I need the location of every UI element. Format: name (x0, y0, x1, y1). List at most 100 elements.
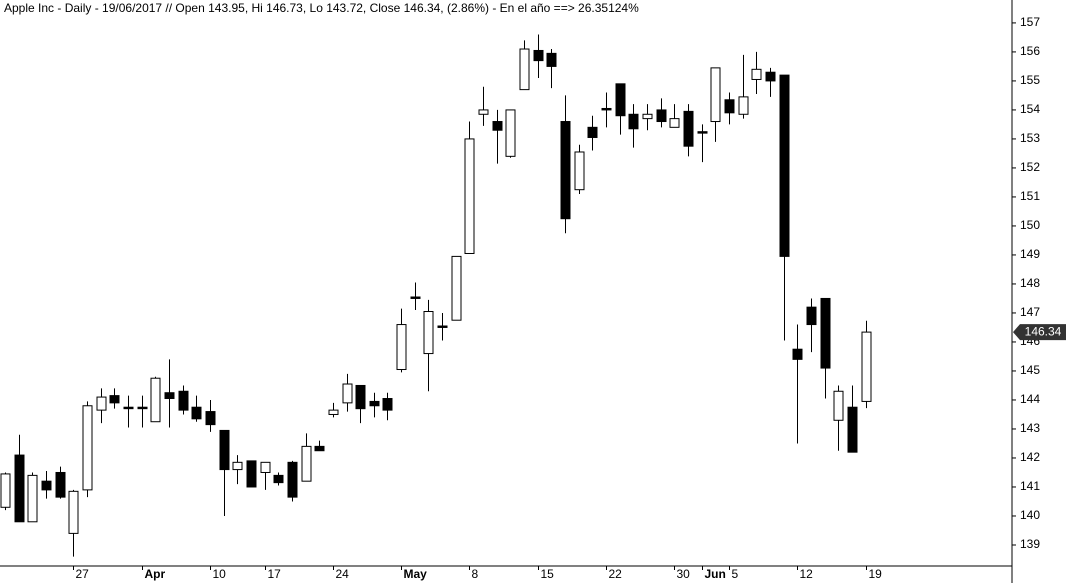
x-tick-label: 19 (869, 567, 883, 581)
candle-body (669, 118, 680, 128)
x-tick-label: 5 (732, 567, 739, 581)
x-tick-label: 8 (472, 567, 479, 581)
candle-body (178, 390, 189, 411)
y-tick-label: 139 (1020, 537, 1040, 551)
y-tick-label: 150 (1020, 218, 1040, 232)
y-tick-label: 147 (1020, 305, 1040, 319)
y-tick-label: 148 (1020, 276, 1040, 290)
y-tick-label: 144 (1020, 392, 1040, 406)
candle-body (806, 306, 817, 326)
candle-body (410, 296, 421, 299)
x-tick-label: Jun (705, 567, 726, 581)
candle-body (150, 377, 161, 423)
candle-body (369, 400, 380, 407)
candle-body (861, 331, 872, 402)
x-tick-label: 15 (541, 567, 555, 581)
last-price-label: 146.34 (1025, 324, 1062, 338)
y-tick-label: 154 (1020, 102, 1040, 116)
candle-body (68, 490, 79, 534)
candle-body (587, 126, 598, 138)
candle-body (314, 445, 325, 452)
candle-body (833, 390, 844, 421)
candle-body (546, 52, 557, 67)
candle-body (560, 121, 571, 220)
candle-body (642, 113, 653, 120)
candle-body (765, 71, 776, 82)
x-tick-label: May (404, 567, 428, 581)
candle-body (519, 48, 530, 91)
candle-body (191, 406, 202, 420)
candle-body (246, 460, 257, 488)
x-tick-label: 10 (213, 567, 227, 581)
x-tick-label: Apr (145, 567, 166, 581)
candle-body (724, 99, 735, 114)
candle-body (779, 74, 790, 257)
candle-body (342, 383, 353, 404)
candle-body (847, 406, 858, 453)
last-price-box (1013, 324, 1066, 341)
candle-body (82, 405, 93, 491)
y-tick-label: 143 (1020, 421, 1040, 435)
candle-body (382, 398, 393, 411)
y-tick-label: 152 (1020, 160, 1040, 174)
y-tick-label: 149 (1020, 247, 1040, 261)
candle-body (505, 109, 516, 157)
candle-body (615, 83, 626, 117)
candle-body (423, 311, 434, 355)
candle-body (683, 110, 694, 147)
x-tick-label: 22 (609, 567, 623, 581)
candle-body (437, 325, 448, 328)
candle-body (164, 392, 175, 400)
candle-body (260, 461, 271, 473)
candle-body (710, 67, 721, 123)
y-tick-label: 142 (1020, 450, 1040, 464)
candle-body (478, 109, 489, 115)
candle-body (355, 384, 366, 410)
candle-body (41, 480, 52, 491)
chart-title: Apple Inc - Daily - 19/06/2017 // Open 1… (4, 1, 639, 15)
candle-body (533, 49, 544, 62)
candle-body (205, 411, 216, 426)
candle-body (464, 138, 475, 254)
candle-body (656, 109, 667, 123)
x-tick-label: 17 (268, 567, 282, 581)
candle-body (574, 151, 585, 191)
candle-body (751, 68, 762, 80)
candle-body (0, 473, 11, 508)
candle-body (96, 396, 107, 411)
y-tick-label: 156 (1020, 44, 1040, 58)
candle-body (287, 461, 298, 498)
candle-body (697, 131, 708, 134)
candle-body (219, 429, 230, 471)
y-tick-label: 145 (1020, 363, 1040, 377)
x-tick-label: 27 (76, 567, 90, 581)
candle-body (301, 445, 312, 482)
y-tick-label: 151 (1020, 189, 1040, 203)
candle-body (601, 107, 612, 111)
x-tick-label: 30 (677, 567, 691, 581)
candle-body (55, 471, 66, 498)
y-tick-label: 153 (1020, 131, 1040, 145)
candle-body (738, 96, 749, 115)
candle-body (109, 395, 120, 404)
candle-body (492, 121, 503, 131)
candle-body (273, 474, 284, 484)
candle-body (628, 113, 639, 130)
candle-body (27, 474, 38, 523)
candle-body (792, 348, 803, 360)
candle-body (137, 406, 148, 410)
candle-body (396, 324, 407, 371)
x-tick-label: 12 (800, 567, 814, 581)
y-tick-label: 140 (1020, 508, 1040, 522)
candle-body (123, 406, 134, 410)
candle-body (14, 454, 25, 523)
candle-body (232, 461, 243, 471)
candle-body (451, 255, 462, 321)
candle-body (820, 297, 831, 369)
x-tick-label: 24 (336, 567, 350, 581)
candle-body (328, 409, 339, 415)
y-tick-label: 157 (1020, 15, 1040, 29)
y-tick-label: 155 (1020, 73, 1040, 87)
